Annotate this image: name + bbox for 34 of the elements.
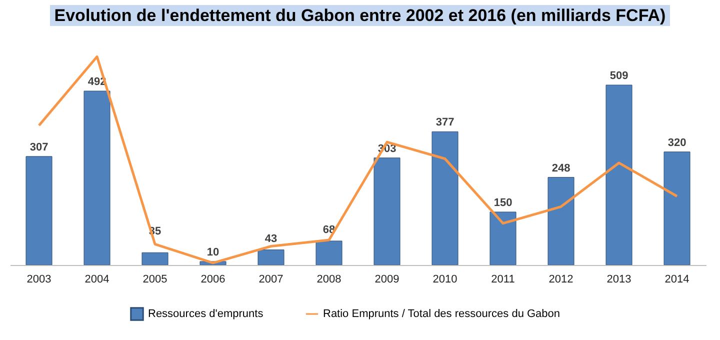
x-tick-label: 2005 bbox=[142, 274, 168, 286]
bar bbox=[374, 158, 400, 266]
data-label: 320 bbox=[668, 136, 686, 149]
chart-title: Evolution de l'endettement du Gabon entre 2002 et 2016 (en milliards FCFA) bbox=[50, 5, 670, 26]
data-label: 248 bbox=[552, 162, 570, 174]
bar bbox=[490, 212, 516, 266]
bar bbox=[258, 250, 284, 266]
x-tick-label: 2009 bbox=[374, 274, 400, 286]
x-tick-label: 2006 bbox=[200, 274, 226, 286]
x-tick-label: 2007 bbox=[258, 274, 284, 286]
x-tick-label: 2003 bbox=[26, 274, 52, 286]
x-tick-label: 2004 bbox=[84, 274, 110, 286]
x-tick-label: 2014 bbox=[664, 274, 690, 286]
x-tick-label: 2013 bbox=[606, 274, 632, 286]
bar bbox=[432, 131, 458, 266]
data-label: 10 bbox=[206, 246, 220, 258]
legend-label: Ressources d'emprunts bbox=[148, 308, 264, 320]
data-label: 307 bbox=[30, 141, 48, 154]
data-label: 43 bbox=[264, 232, 278, 245]
bar bbox=[26, 156, 52, 266]
bar bbox=[548, 177, 574, 266]
legend-label: Ratio Emprunts / Total des ressources du Gabon bbox=[323, 308, 560, 320]
x-tick-label: 2012 bbox=[548, 274, 574, 286]
data-label: 150 bbox=[494, 196, 512, 209]
bar bbox=[84, 90, 110, 266]
x-tick-label: 2010 bbox=[432, 274, 458, 286]
x-tick-label: 2011 bbox=[491, 274, 515, 286]
bar bbox=[664, 152, 690, 266]
data-label: 377 bbox=[436, 116, 454, 129]
x-tick-label: 2008 bbox=[316, 274, 342, 286]
bar bbox=[606, 84, 632, 266]
data-label: 509 bbox=[610, 70, 628, 82]
bar bbox=[316, 240, 342, 266]
bar bbox=[142, 252, 168, 266]
